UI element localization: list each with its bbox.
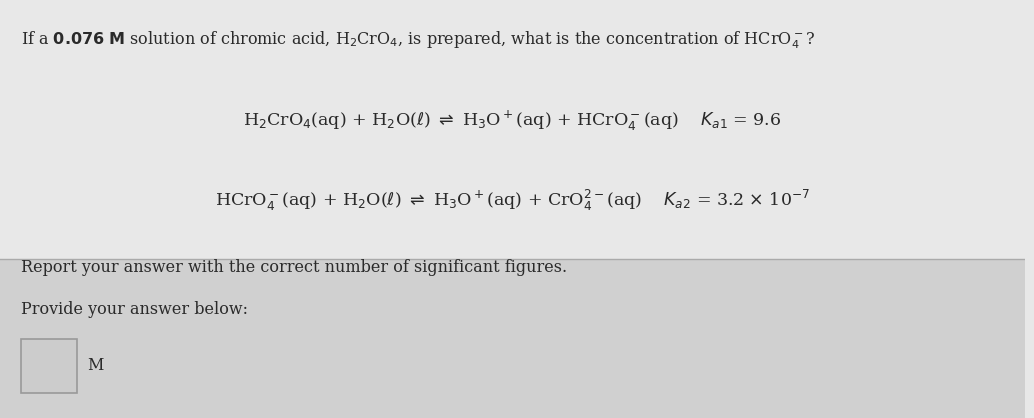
Text: HCrO$_4^-$(aq) + H$_2$O($\ell$) $\rightleftharpoons$ H$_3$O$^+$(aq) + CrO$_4^{2-: HCrO$_4^-$(aq) + H$_2$O($\ell$) $\rightl… <box>215 188 810 213</box>
Bar <box>0 0 1025 259</box>
Text: Provide your answer below:: Provide your answer below: <box>21 301 247 318</box>
Text: M: M <box>87 357 103 374</box>
Text: Report your answer with the correct number of significant figures.: Report your answer with the correct numb… <box>21 259 567 276</box>
Bar <box>0 259 1025 418</box>
Text: If a $\mathbf{0.076}$ $\mathbf{M}$ solution of chromic acid, H$_2$CrO$_4$, is pr: If a $\mathbf{0.076}$ $\mathbf{M}$ solut… <box>21 29 815 51</box>
Bar <box>21 339 77 393</box>
Text: H$_2$CrO$_4$(aq) + H$_2$O($\ell$) $\rightleftharpoons$ H$_3$O$^+$(aq) + HCrO$_4^: H$_2$CrO$_4$(aq) + H$_2$O($\ell$) $\righ… <box>243 109 782 133</box>
